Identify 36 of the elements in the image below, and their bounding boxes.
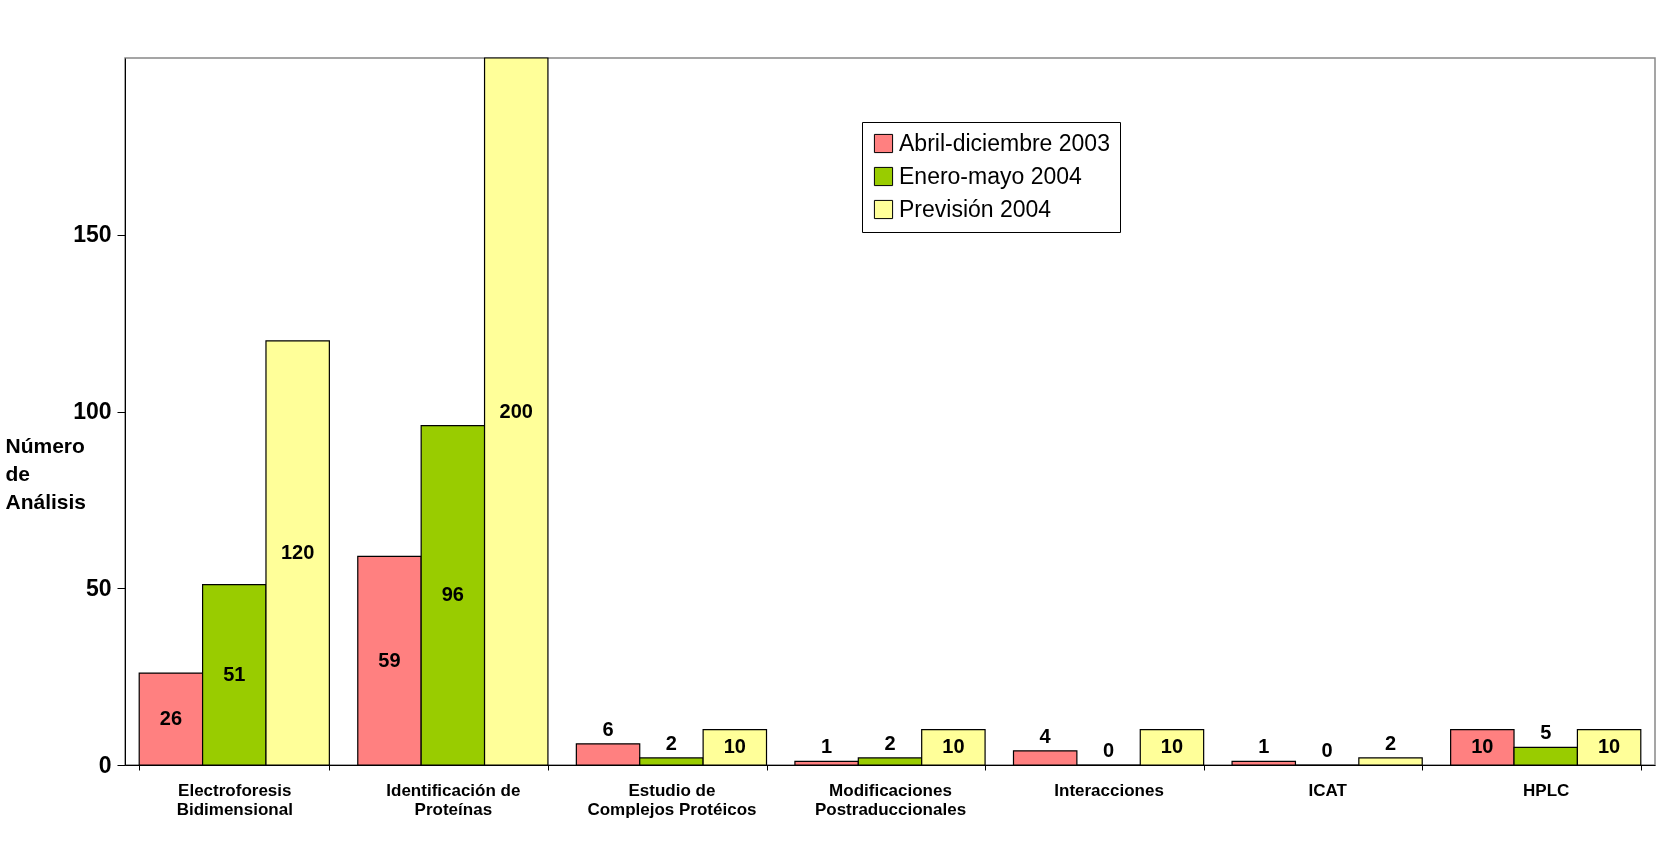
x-tick-label: Identificación de Proteínas (386, 780, 521, 819)
data-label: 51 (223, 662, 246, 685)
data-label: 2 (884, 731, 896, 754)
y-axis-title: Número de Análisis (5, 434, 87, 514)
data-label: 10 (1471, 735, 1494, 758)
x-tick-label: ICAT (1308, 780, 1348, 800)
data-label: 10 (1597, 735, 1621, 758)
data-label: 4 (1039, 724, 1052, 747)
y-tick-label: 50 (85, 574, 112, 601)
legend-label: Abril-diciembre 2003 (899, 129, 1110, 156)
x-tick-label: HPLC (1523, 780, 1570, 800)
x-tick-label: Electroforesis Bidimensional (176, 780, 293, 819)
x-tick-label: Estudio de Complejos Protéicos (587, 780, 757, 819)
data-label: 1 (1258, 735, 1270, 758)
data-label: 120 (280, 540, 315, 563)
x-tick-label: Interacciones (1054, 780, 1164, 800)
data-label: 26 (159, 707, 183, 730)
data-label: 0 (1321, 739, 1333, 761)
y-tick-label: 100 (73, 398, 112, 424)
data-label: 10 (1160, 735, 1184, 758)
y-tick-label: 0 (98, 751, 112, 778)
data-label: 59 (378, 648, 401, 671)
data-label: 0 (1103, 739, 1115, 761)
y-tick-label: 150 (73, 221, 112, 248)
data-label: 200 (499, 399, 533, 422)
data-label: 1 (821, 735, 833, 758)
data-label: 2 (1384, 731, 1397, 754)
data-label: 10 (942, 735, 965, 758)
data-label: 2 (665, 731, 677, 754)
data-label: 6 (602, 717, 614, 740)
x-tick-label: Modificaciones Postraduccionales (814, 780, 967, 819)
data-label: 5 (1540, 721, 1552, 744)
data-label: 96 (441, 583, 464, 606)
legend-label: Previsión 2004 (899, 195, 1052, 222)
data-label: 10 (723, 735, 746, 758)
legend-label: Enero-mayo 2004 (899, 162, 1083, 189)
